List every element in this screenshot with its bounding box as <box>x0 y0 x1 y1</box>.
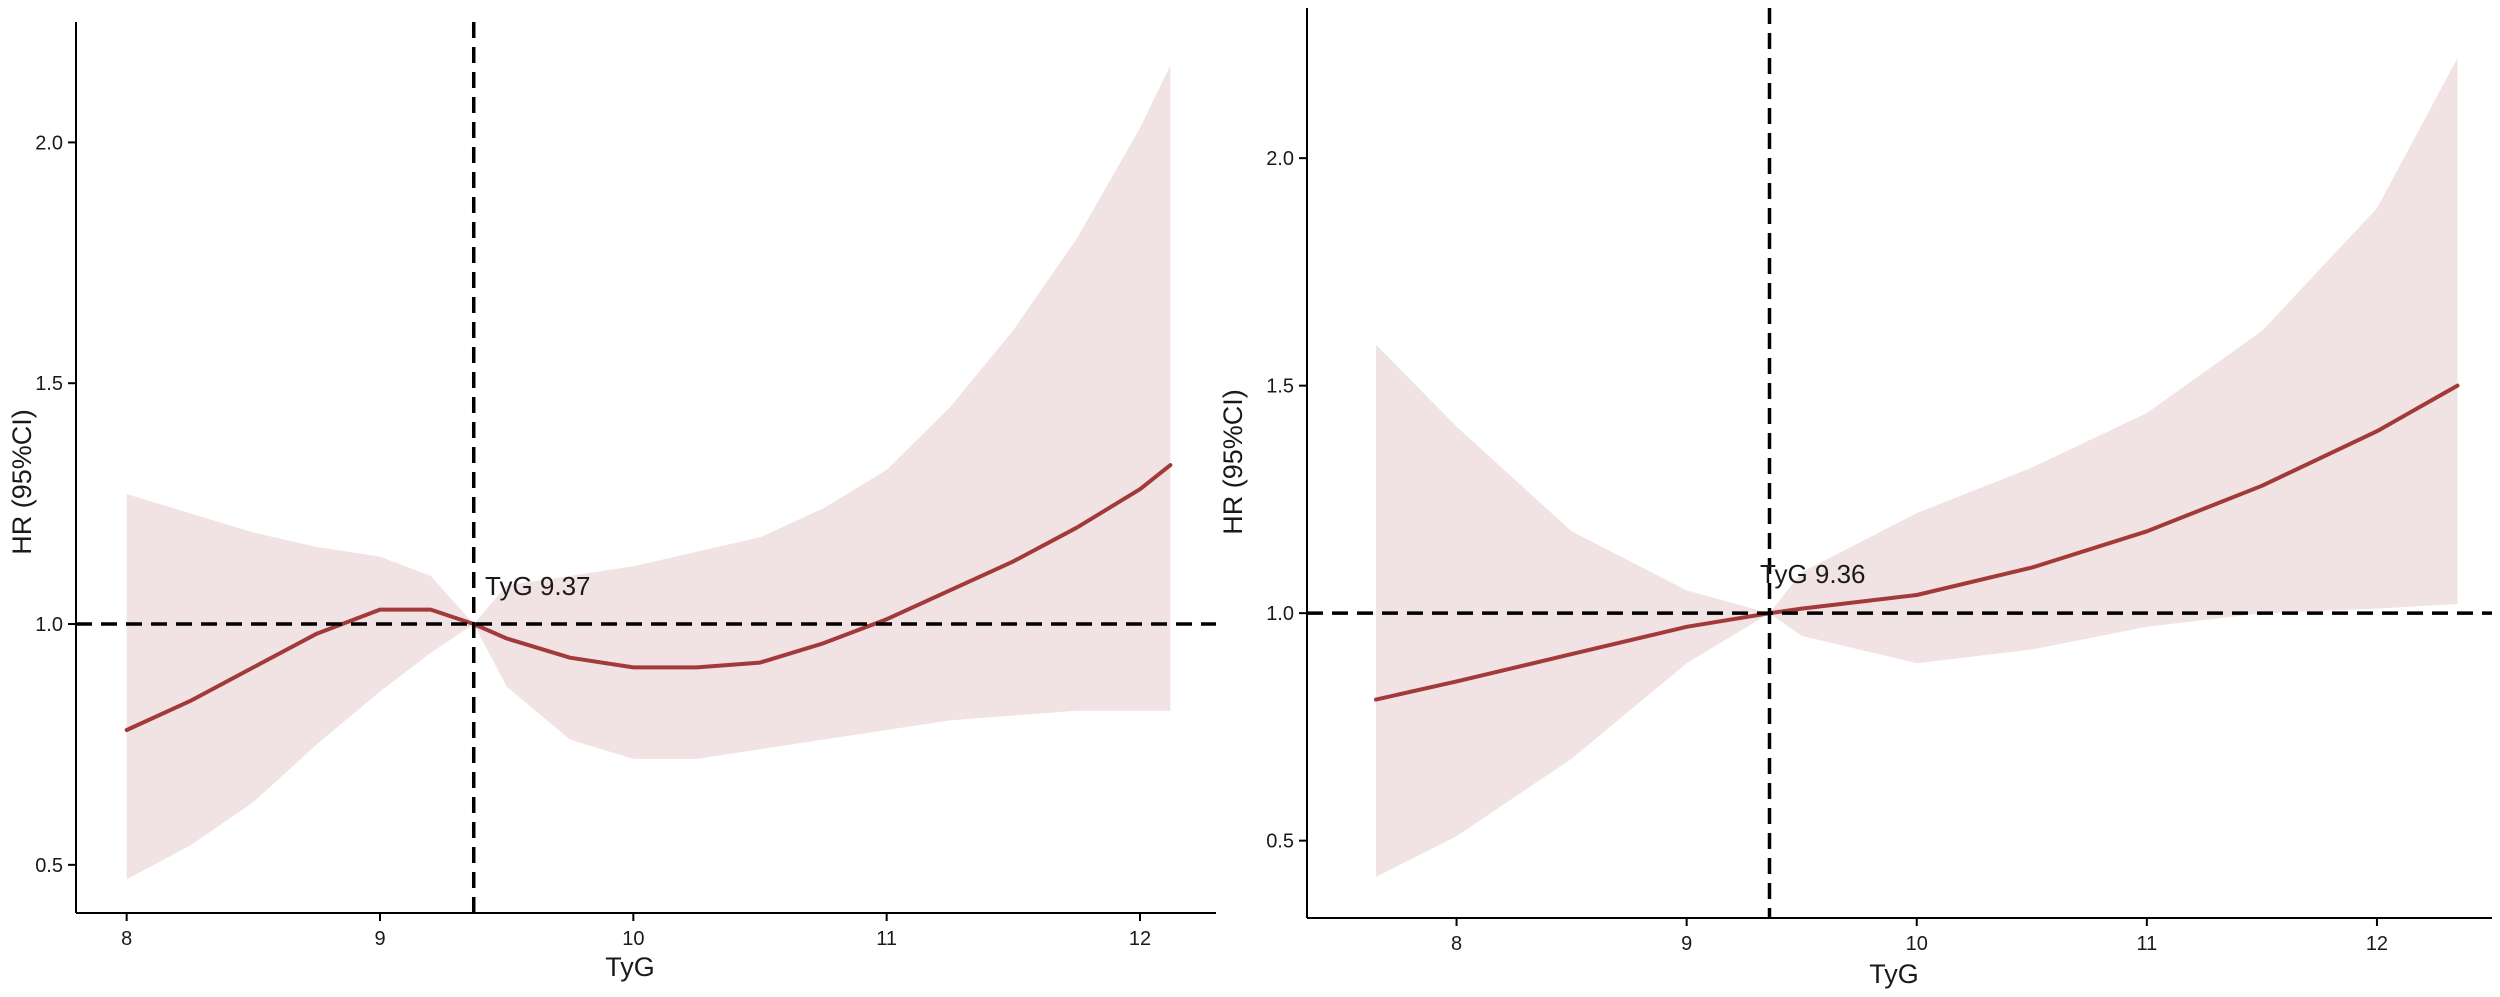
confidence-band <box>126 65 1171 880</box>
x-tick-label: 10 <box>622 928 644 950</box>
x-tick-label: 12 <box>1129 928 1151 950</box>
x-tick-label: 8 <box>1451 933 1462 955</box>
chart-panel-left: 8 9 10 11 12 0.5 1.0 1.5 2.0 TyG HR (95%CI) TyG … <box>7 22 1216 982</box>
x-axis-title: TyG <box>605 952 655 982</box>
hr-curve <box>1374 383 2460 702</box>
confidence-band <box>1376 58 2458 877</box>
threshold-annotation: TyG 9.37 <box>485 571 591 601</box>
hr-curve <box>124 463 1173 732</box>
x-axis-title: TyG <box>1869 959 1919 989</box>
y-tick-label: 0.5 <box>1266 831 1294 853</box>
x-tick-label: 8 <box>121 928 132 950</box>
y-tick-label: 0.5 <box>35 855 63 877</box>
y-tick-label: 1.0 <box>1266 603 1294 625</box>
x-tick-label: 11 <box>2136 933 2157 955</box>
y-tick-label: 1.5 <box>35 373 63 395</box>
y-tick-label: 1.5 <box>1266 376 1294 398</box>
y-tick-label: 1.0 <box>35 614 63 636</box>
y-tick-label: 2.0 <box>35 132 63 154</box>
x-tick-label: 9 <box>374 928 385 950</box>
x-tick-label: 12 <box>2366 933 2388 955</box>
y-axis-title: HR (95%CI) <box>1218 389 1248 535</box>
x-tick-label: 11 <box>876 928 897 950</box>
x-tick-label: 10 <box>1906 933 1928 955</box>
y-axis-title: HR (95%CI) <box>7 409 37 555</box>
y-tick-label: 2.0 <box>1266 148 1294 170</box>
x-tick-label: 9 <box>1681 933 1692 955</box>
chart-panel-right: 8 9 10 11 12 0.5 1.0 1.5 2.0 TyG HR (95%CI) TyG … <box>1218 8 2492 989</box>
threshold-annotation: TyG 9.36 <box>1760 559 1866 589</box>
